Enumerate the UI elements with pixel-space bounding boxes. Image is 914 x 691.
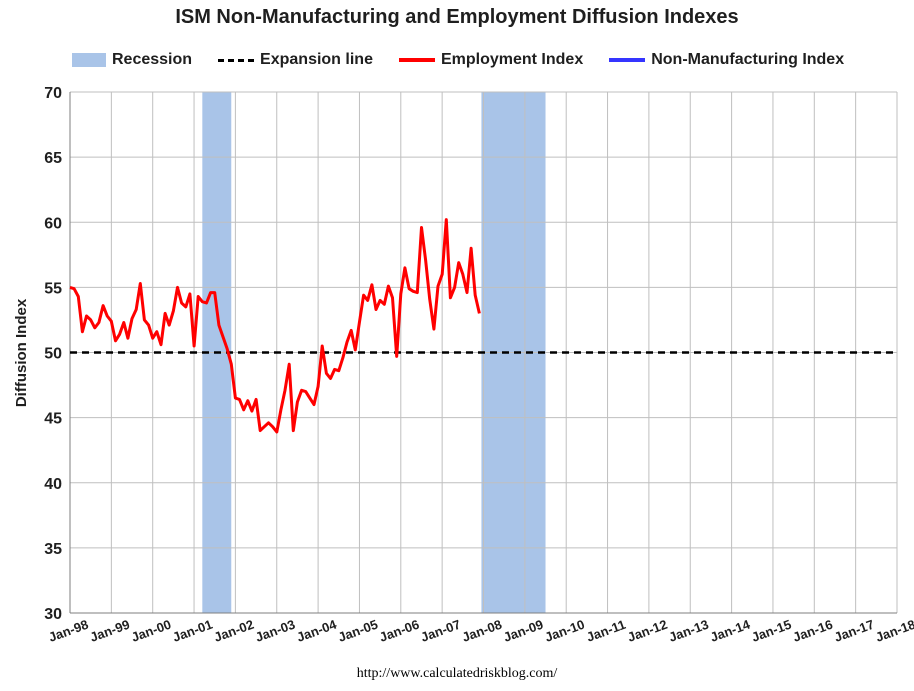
x-tick-label-13: Jan-10 bbox=[543, 617, 587, 645]
legend-label-recession: Recession bbox=[112, 51, 193, 68]
legend-item-recession: Recession bbox=[72, 51, 192, 69]
legend-item-expansion-line: Expansion line bbox=[218, 51, 373, 69]
y-tick-label-35: 35 bbox=[44, 541, 62, 558]
x-tick-label-21: Jan-18 bbox=[874, 617, 914, 645]
x-tick-label-9: Jan-06 bbox=[377, 617, 421, 645]
source-url: http://www.calculatedriskblog.com/ bbox=[356, 666, 558, 681]
x-tick-label-16: Jan-13 bbox=[667, 617, 711, 645]
y-tick-label-45: 45 bbox=[44, 411, 62, 428]
x-tick-labels: Jan-98Jan-99Jan-00Jan-01Jan-02Jan-03Jan-… bbox=[47, 616, 914, 644]
series-layer bbox=[69, 218, 481, 434]
y-tick-label-40: 40 bbox=[44, 476, 62, 493]
x-tick-label-12: Jan-09 bbox=[501, 617, 545, 645]
series-line-employment-index bbox=[69, 218, 481, 434]
x-tick-label-2: Jan-99 bbox=[88, 617, 132, 645]
x-tick-label-17: Jan-14 bbox=[708, 616, 753, 644]
y-tick-label-60: 60 bbox=[44, 215, 62, 232]
legend-swatch-expansion-line bbox=[218, 58, 255, 62]
legend-item-non-manufacturing-index: Non-Manufacturing Index bbox=[609, 51, 844, 69]
legend-label-employment-index: Employment Index bbox=[440, 51, 584, 68]
legend-swatch-employment-index bbox=[398, 58, 435, 62]
y-tick-label-50: 50 bbox=[44, 346, 62, 363]
legend-item-employment-index: Employment Index bbox=[398, 51, 584, 69]
x-tick-label-11: Jan-08 bbox=[460, 617, 504, 645]
y-axis-label: Diffusion Index bbox=[13, 298, 30, 407]
x-tick-label-18: Jan-15 bbox=[749, 617, 793, 645]
x-tick-label-5: Jan-02 bbox=[212, 617, 256, 645]
x-tick-label-6: Jan-03 bbox=[253, 617, 297, 645]
legend-label-expansion-line: Expansion line bbox=[260, 51, 373, 68]
x-tick-label-4: Jan-01 bbox=[171, 617, 215, 645]
y-tick-label-30: 30 bbox=[44, 606, 62, 623]
x-tick-label-14: Jan-11 bbox=[584, 617, 627, 645]
x-tick-label-3: Jan-00 bbox=[129, 617, 173, 645]
legend: Recession Expansion line Employment Inde… bbox=[72, 48, 870, 72]
x-tick-label-19: Jan-16 bbox=[791, 617, 835, 645]
legend-label-non-manufacturing-index: Non-Manufacturing Index bbox=[651, 51, 845, 68]
chart-title: ISM Non-Manufacturing and Employment Dif… bbox=[175, 6, 739, 28]
y-tick-label-65: 65 bbox=[44, 150, 62, 167]
x-tick-label-15: Jan-12 bbox=[625, 617, 669, 645]
y-tick-label-70: 70 bbox=[44, 85, 62, 102]
x-tick-label-7: Jan-04 bbox=[295, 616, 340, 644]
x-tick-label-8: Jan-05 bbox=[336, 617, 380, 645]
y-tick-labels: 30 35 40 45 50 55 60 65 70 bbox=[44, 85, 62, 623]
legend-swatch-recession bbox=[72, 53, 106, 67]
y-tick-label-55: 55 bbox=[44, 280, 62, 297]
legend-swatch-non-manufacturing-index bbox=[609, 58, 646, 62]
x-tick-label-20: Jan-17 bbox=[832, 617, 876, 645]
x-tick-label-10: Jan-07 bbox=[419, 617, 463, 645]
gridlines bbox=[70, 91, 898, 613]
